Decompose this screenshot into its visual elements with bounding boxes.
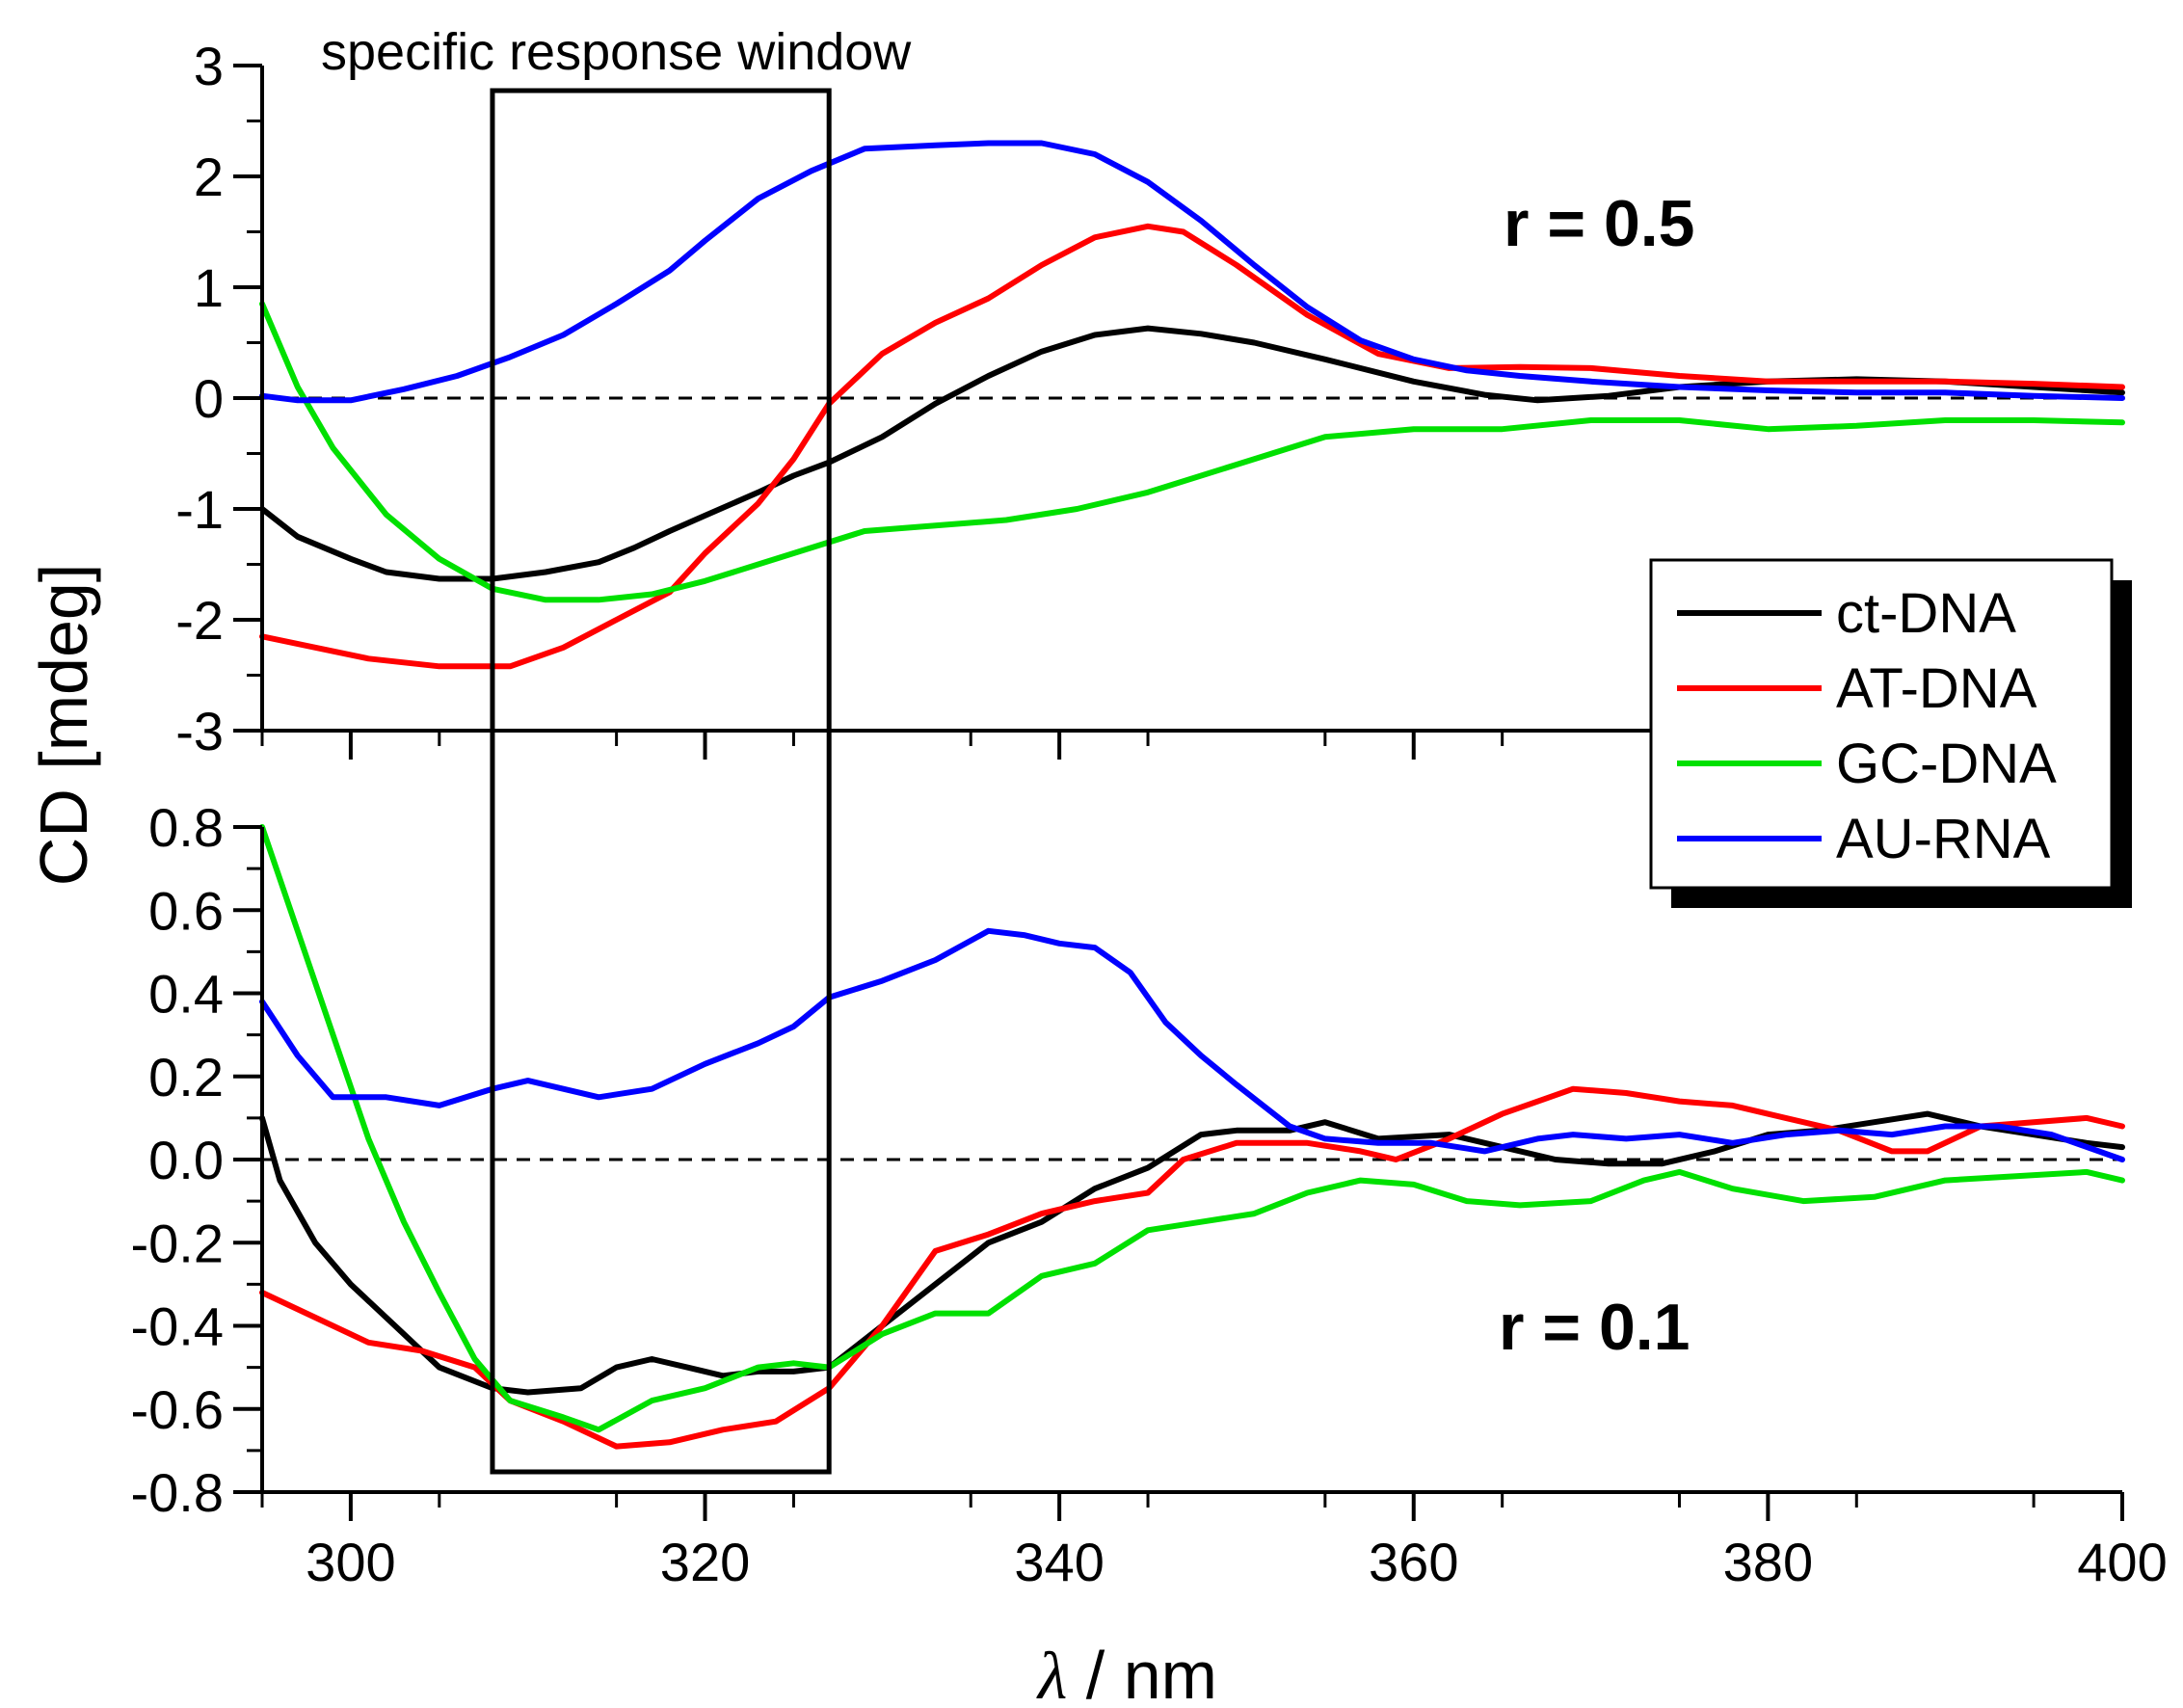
y-tick-label-top: -2: [175, 590, 224, 651]
y-tick-label-bottom: -0.2: [131, 1213, 225, 1273]
legend-label-ct-dna: ct-DNA: [1836, 582, 2016, 645]
y-tick-label-bottom: -0.8: [131, 1462, 225, 1523]
series-bottom-gc-dna: [259, 824, 2125, 1433]
y-tick-label-top: -1: [175, 479, 224, 540]
legend: ct-DNA AT-DNA GC-DNA AU-RNA: [1649, 558, 2132, 908]
series-top-at-dna: [259, 223, 2125, 670]
y-tick-label-top: 2: [194, 147, 224, 207]
y-tick-label-bottom: 0.0: [148, 1130, 224, 1190]
y-tick-label-bottom: 0.6: [148, 880, 224, 941]
x-axis-title: λ / nm: [1036, 1638, 1217, 1708]
legend-label-gc-dna: GC-DNA: [1836, 733, 2057, 795]
x-tick-label: 400: [2077, 1532, 2167, 1592]
x-tick-label: 380: [1723, 1532, 1813, 1592]
x-axis-title-symbol: λ: [1036, 1640, 1067, 1708]
y-tick-label-top: -3: [175, 701, 224, 761]
x-axis-title-unit: / nm: [1067, 1638, 1217, 1708]
x-tick-label: 340: [1014, 1532, 1104, 1592]
legend-label-at-dna: AT-DNA: [1836, 657, 2037, 720]
y-tick-label-bottom: 0.4: [148, 964, 224, 1025]
series-bottom-au-rna: [259, 927, 2125, 1162]
x-tick-label: 300: [306, 1532, 395, 1592]
y-tick-label-bottom: -0.6: [131, 1379, 225, 1440]
panel-label-bottom: r = 0.1: [1499, 1291, 1690, 1364]
legend-items: ct-DNA AT-DNA GC-DNA AU-RNA: [1677, 582, 2057, 870]
series-top-au-rna: [259, 140, 2125, 404]
series-layer: [259, 140, 2125, 1450]
y-tick-label-bottom: 0.8: [148, 797, 224, 858]
y-tick-label-top: 3: [194, 36, 224, 96]
response-window-box: [490, 88, 832, 1475]
panel-label-top: r = 0.5: [1504, 187, 1695, 260]
y-tick-label-top: 0: [194, 368, 224, 429]
legend-label-au-rna: AU-RNA: [1836, 808, 2051, 870]
series-top-ct-dna: [259, 325, 2125, 582]
x-tick-label: 320: [660, 1532, 750, 1592]
y-tick-label-top: 1: [194, 257, 224, 318]
axes-layer: 3 2 1 0 -1 -2 -3 0.8 0.6 0.4 0.2 0.0 -0.2 -0.4 -0.6 -0.…: [131, 36, 2168, 1592]
y-tick-label-bottom: 0.2: [148, 1047, 224, 1108]
y-tick-label-bottom: -0.4: [131, 1296, 225, 1357]
response-window-label: specific response window: [321, 23, 912, 81]
series-top-gc-dna: [259, 301, 2125, 603]
y-axis-title: CD [mdeg]: [26, 564, 101, 887]
x-tick-label: 360: [1369, 1532, 1458, 1592]
